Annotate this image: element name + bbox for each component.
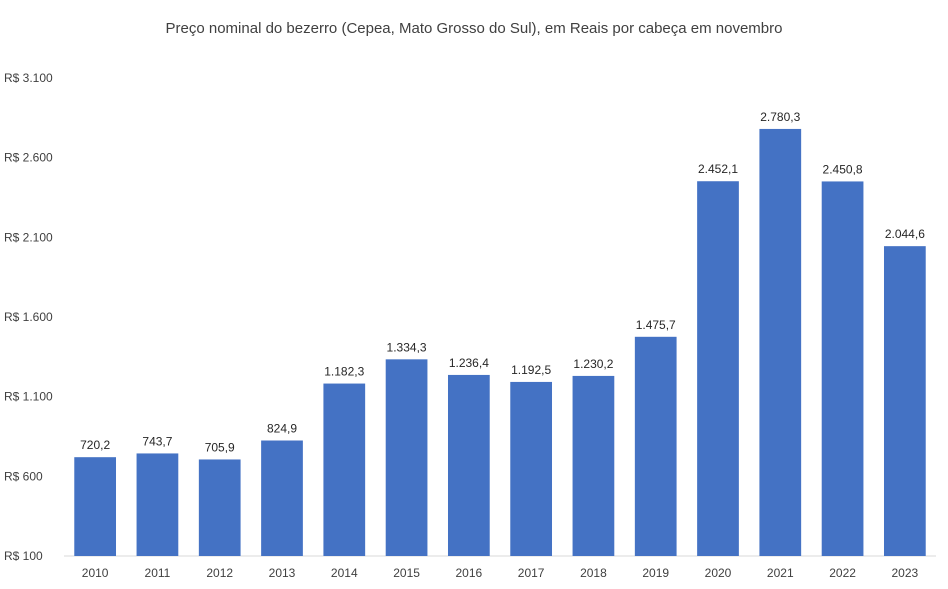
data-label: 2.044,6: [885, 227, 925, 241]
x-tick-label: 2016: [456, 566, 483, 580]
y-tick-label: R$ 3.100: [4, 71, 53, 85]
bar: [697, 181, 739, 557]
data-label: 1.182,3: [324, 365, 364, 379]
bar: [447, 374, 490, 556]
data-label: 720,2: [80, 438, 110, 452]
bar: [323, 383, 366, 556]
x-tick-label: 2017: [518, 566, 545, 580]
data-label: 2.452,1: [698, 162, 738, 176]
data-label: 743,7: [142, 434, 172, 448]
bar: [74, 457, 117, 556]
data-label: 2.450,8: [823, 162, 863, 176]
bar: [261, 440, 303, 556]
data-label: 2.780,3: [760, 110, 800, 124]
y-tick-label: R$ 600: [4, 469, 43, 483]
x-tick-label: 2015: [393, 566, 420, 580]
data-label: 1.236,4: [449, 356, 489, 370]
data-label: 705,9: [205, 440, 235, 454]
x-tick-label: 2020: [705, 566, 732, 580]
bar: [198, 459, 241, 556]
y-tick-label: R$ 1.600: [4, 310, 53, 324]
bar: [759, 128, 802, 556]
data-label: 1.230,2: [573, 357, 613, 371]
x-tick-label: 2012: [206, 566, 233, 580]
bar: [385, 359, 428, 556]
data-label: 1.475,7: [636, 318, 676, 332]
chart-title: Preço nominal do bezerro (Cepea, Mato Gr…: [165, 20, 783, 37]
bar: [821, 181, 864, 556]
x-tick-label: 2010: [82, 566, 109, 580]
x-tick-label: 2013: [269, 566, 296, 580]
data-label: 1.192,5: [511, 363, 551, 377]
x-tick-label: 2011: [145, 566, 171, 580]
data-label: 1.334,3: [387, 340, 427, 354]
bar: [883, 246, 926, 556]
y-tick-label: R$ 2.600: [4, 151, 53, 165]
y-tick-label: R$ 1.100: [4, 390, 53, 404]
y-tick-label: R$ 100: [4, 549, 43, 563]
data-label: 824,9: [267, 421, 297, 435]
bar: [572, 375, 615, 556]
x-tick-label: 2018: [580, 566, 607, 580]
x-tick-label: 2014: [331, 566, 358, 580]
bar: [634, 336, 677, 556]
bar: [136, 453, 179, 556]
bar: [510, 381, 553, 556]
y-tick-label: R$ 2.100: [4, 230, 53, 244]
x-tick-label: 2021: [767, 566, 794, 580]
x-tick-label: 2019: [642, 566, 669, 580]
x-tick-label: 2022: [829, 566, 856, 580]
x-tick-label: 2023: [892, 566, 919, 580]
